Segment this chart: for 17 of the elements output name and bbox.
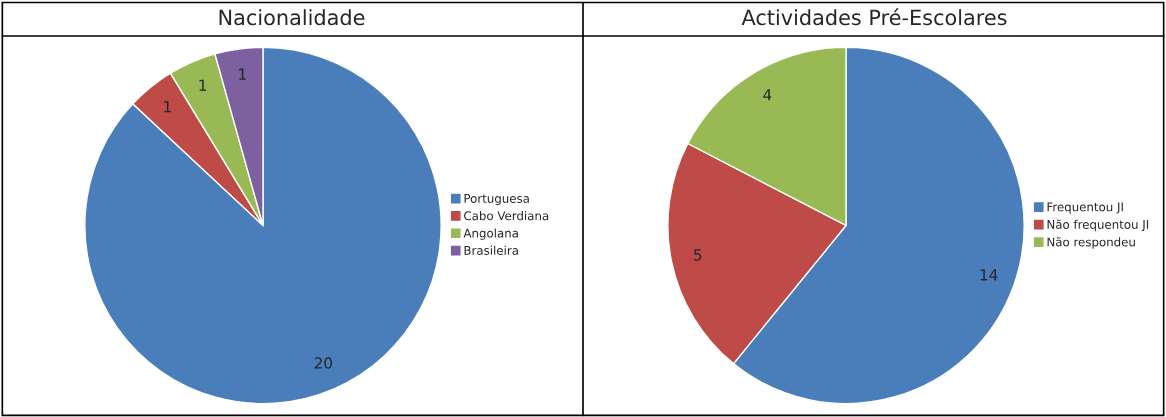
- data-label: 5: [694, 249, 702, 261]
- chart-title: Actividades Pré-Escolares: [741, 8, 1007, 26]
- data-label: 14: [980, 269, 998, 281]
- data-label: 1: [164, 101, 171, 113]
- data-label: 20: [314, 357, 333, 369]
- chart-title: Nacionalidade: [219, 9, 365, 26]
- legend-label: Não frequentou JI: [1047, 219, 1149, 232]
- legend-label: Portuguesa: [464, 194, 529, 206]
- data-label: 1: [239, 68, 246, 80]
- pie-slice: [84, 46, 442, 405]
- legend-label: Frequentou JI: [1047, 202, 1123, 214]
- data-label: 1: [199, 79, 207, 91]
- legend-label: Brasileira: [464, 245, 518, 255]
- legend-label: Não respondeu: [1047, 237, 1135, 249]
- legend-label: Cabo Verdiana: [464, 211, 549, 221]
- data-label: 4: [763, 89, 772, 101]
- legend-label: Angolana: [463, 228, 518, 240]
